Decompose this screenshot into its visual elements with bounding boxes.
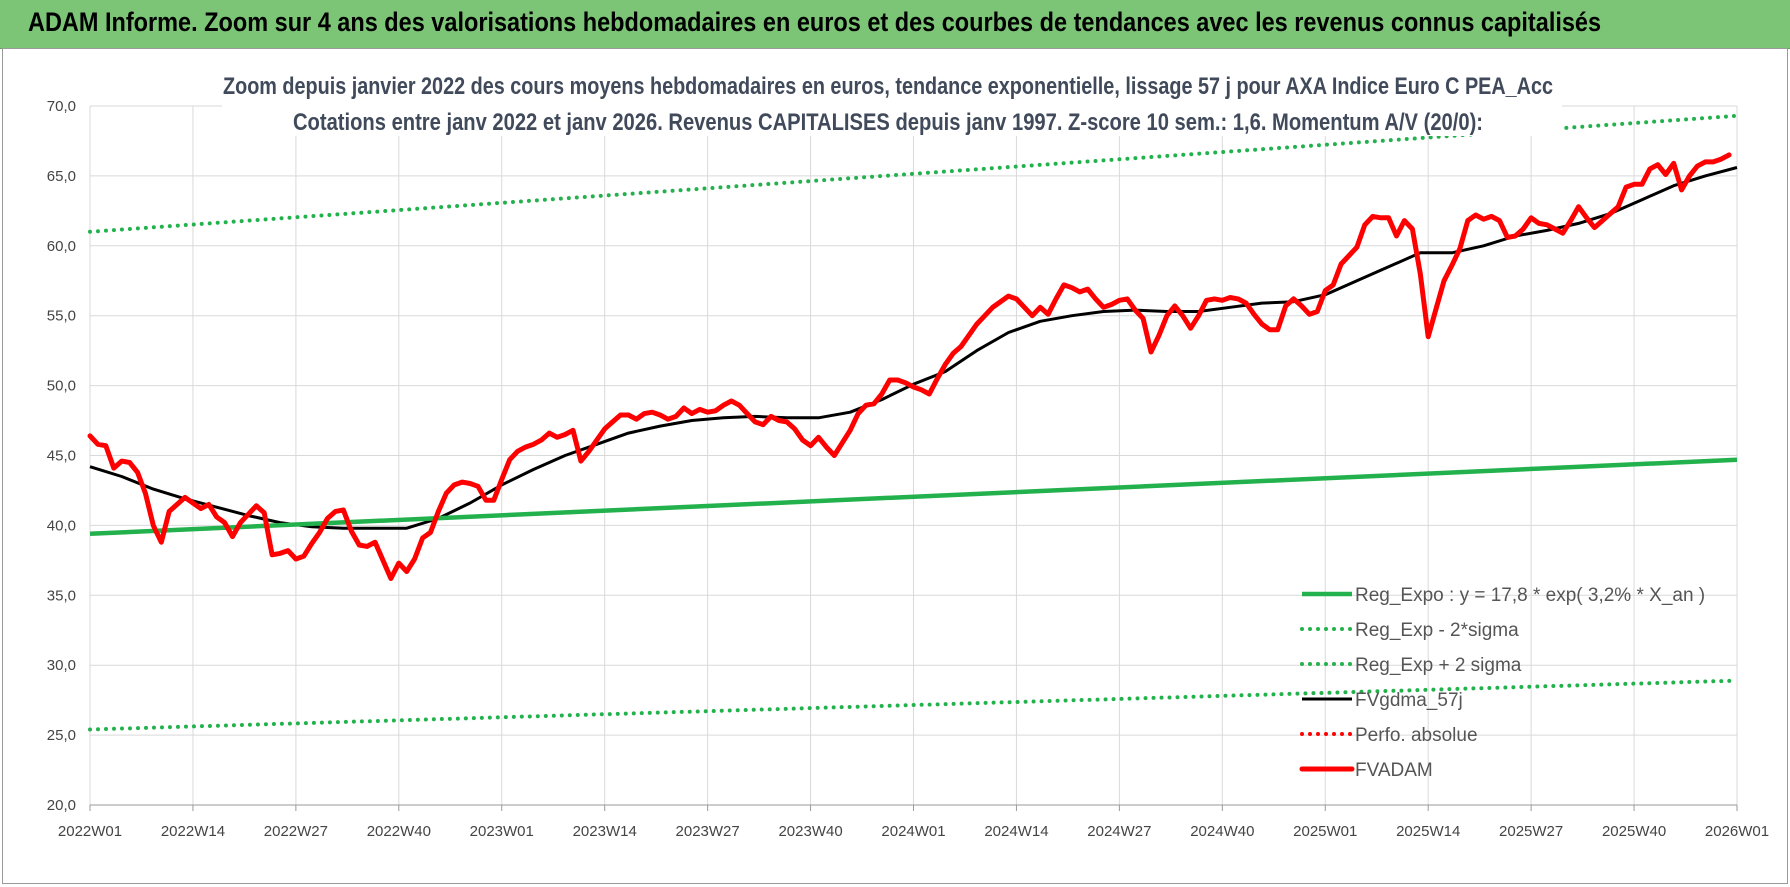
legend-label: Reg_Exp + 2 sigma bbox=[1355, 655, 1522, 676]
chart-titles: Zoom depuis janvier 2022 des cours moyen… bbox=[222, 70, 1562, 136]
report-banner-title: ADAM Informe. Zoom sur 4 ans des valoris… bbox=[28, 7, 1602, 37]
legend-label: Reg_Expo : y = 17,8 * exp( 3,2% * X_an ) bbox=[1355, 585, 1705, 606]
x-tick-label: 2024W27 bbox=[1087, 823, 1151, 840]
series-line-reg-exp-2-sigma bbox=[88, 678, 1739, 732]
y-tick-label: 35,0 bbox=[47, 587, 76, 604]
x-tick-label: 2023W14 bbox=[573, 823, 637, 840]
report-banner: ADAM Informe. Zoom sur 4 ans des valoris… bbox=[0, 0, 1790, 49]
x-tick-label: 2025W40 bbox=[1602, 823, 1666, 840]
x-tick-label: 2022W40 bbox=[367, 823, 431, 840]
chart-legend: Reg_Expo : y = 17,8 * exp( 3,2% * X_an )… bbox=[1299, 585, 1705, 781]
x-tick-label: 2025W14 bbox=[1396, 823, 1460, 840]
y-tick-label: 70,0 bbox=[47, 98, 76, 115]
series-line-fvadam bbox=[87, 152, 1732, 581]
y-tick-label: 45,0 bbox=[47, 448, 76, 465]
x-tick-label: 2024W14 bbox=[984, 823, 1048, 840]
legend-label: Perfo. absolue bbox=[1355, 725, 1478, 746]
x-tick-label: 2023W27 bbox=[676, 823, 740, 840]
series-line-reg-expo-y-17-8-exp-3-2-x-an bbox=[89, 457, 1738, 537]
x-tick-label: 2023W40 bbox=[778, 823, 842, 840]
chart-series bbox=[87, 113, 1739, 732]
y-tick-label: 55,0 bbox=[47, 308, 76, 325]
title-background bbox=[222, 70, 1562, 136]
y-tick-label: 20,0 bbox=[47, 797, 76, 814]
chart-grid bbox=[89, 105, 1738, 806]
chart-frame bbox=[2, 48, 1788, 884]
x-tick-label: 2022W27 bbox=[264, 823, 328, 840]
chart-subtitle: Cotations entre janv 2022 et janv 2026. … bbox=[293, 109, 1483, 136]
chart-title: Zoom depuis janvier 2022 des cours moyen… bbox=[223, 73, 1553, 100]
x-tick-label: 2026W01 bbox=[1705, 823, 1769, 840]
x-tick-label: 2023W01 bbox=[470, 823, 534, 840]
x-tick-label: 2025W27 bbox=[1499, 823, 1563, 840]
y-tick-label: 50,0 bbox=[47, 378, 76, 395]
y-tick-label: 30,0 bbox=[47, 657, 76, 674]
y-tick-label: 60,0 bbox=[47, 238, 76, 255]
x-tick-label: 2022W14 bbox=[161, 823, 225, 840]
x-tick-label: 2024W40 bbox=[1190, 823, 1254, 840]
legend-label: FVgdma_57j bbox=[1355, 690, 1463, 711]
legend-label: FVADAM bbox=[1355, 760, 1433, 781]
x-tick-label: 2024W01 bbox=[881, 823, 945, 840]
y-tick-label: 65,0 bbox=[47, 168, 76, 185]
chart-axes: 20,0 25,0 30,0 35,0 40,0 45,0 50,0 55,0 60,0 65,0… bbox=[47, 98, 1769, 840]
x-tick-label: 2022W01 bbox=[58, 823, 122, 840]
y-tick-label: 40,0 bbox=[47, 517, 76, 534]
legend-label: Reg_Exp - 2*sigma bbox=[1355, 620, 1519, 641]
y-tick-label: 25,0 bbox=[47, 727, 76, 744]
x-tick-label: 2025W01 bbox=[1293, 823, 1357, 840]
